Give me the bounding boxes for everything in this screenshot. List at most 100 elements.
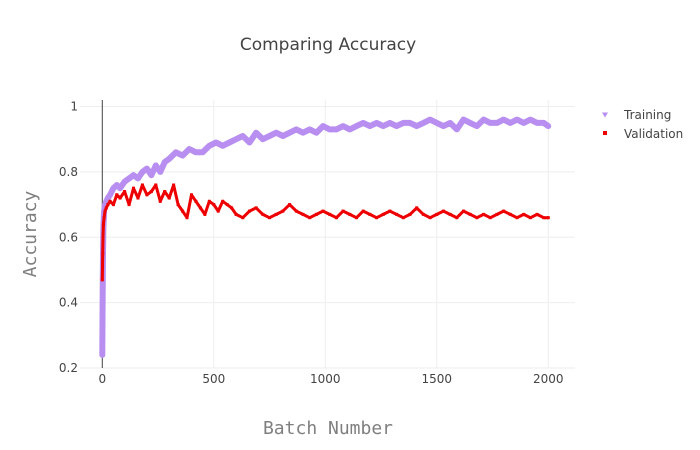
data-point-validation <box>428 216 432 220</box>
data-point-validation <box>225 203 229 207</box>
data-point-training <box>139 169 145 174</box>
data-point-validation <box>341 209 345 213</box>
data-point-validation <box>154 183 158 187</box>
data-point-validation <box>132 186 136 190</box>
data-point-validation <box>415 206 419 210</box>
series-training <box>99 116 552 358</box>
data-point-validation <box>528 216 532 220</box>
data-point-validation <box>294 209 298 213</box>
legend-label-validation: Validation <box>624 127 683 141</box>
data-point-training <box>180 153 186 158</box>
data-point-training <box>246 139 252 145</box>
data-point-training <box>100 316 106 321</box>
data-point-training <box>360 120 366 125</box>
data-point-validation <box>488 216 492 220</box>
data-point-training <box>514 117 520 122</box>
y-axis-title: Accuracy <box>20 190 41 277</box>
data-point-validation <box>167 196 171 200</box>
data-point-validation <box>158 199 162 203</box>
data-point-validation <box>462 209 466 213</box>
data-point-training <box>273 130 279 135</box>
legend-marker-training <box>602 112 608 118</box>
data-point-validation <box>522 212 526 216</box>
data-point-training <box>407 120 413 125</box>
x-tick-label: 0 <box>98 372 106 386</box>
y-tick-label: 1 <box>70 100 78 114</box>
data-point-training <box>481 117 487 122</box>
data-point-validation <box>482 212 486 216</box>
data-point-training <box>110 185 116 191</box>
data-point-validation <box>140 183 144 187</box>
data-point-training <box>107 192 113 197</box>
data-point-validation <box>101 235 105 239</box>
data-point-validation <box>198 206 202 210</box>
data-point-validation <box>455 216 459 220</box>
data-point-validation <box>123 190 127 194</box>
data-point-validation <box>546 216 550 220</box>
data-point-validation <box>194 199 198 203</box>
data-point-validation <box>475 216 479 220</box>
legend-item-validation[interactable]: Validation <box>603 127 683 141</box>
data-point-validation <box>515 216 519 220</box>
data-point-training <box>233 136 239 142</box>
y-tick-label: 0.4 <box>59 296 78 310</box>
legend-item-training[interactable]: Training <box>602 108 671 122</box>
data-point-training <box>534 120 540 125</box>
data-point-validation <box>368 212 372 216</box>
series-validation <box>100 183 550 282</box>
data-point-validation <box>189 193 193 197</box>
y-tick-label: 0.8 <box>59 165 78 179</box>
data-point-training <box>300 130 306 135</box>
data-point-training <box>340 123 346 129</box>
data-point-training <box>414 123 420 129</box>
data-point-validation <box>508 212 512 216</box>
data-point-validation <box>281 209 285 213</box>
data-point-validation <box>136 196 140 200</box>
x-tick-label: 1500 <box>421 372 452 386</box>
data-point-validation <box>328 212 332 216</box>
data-point-validation <box>149 190 153 194</box>
data-point-training <box>287 130 293 135</box>
legend[interactable]: Training Validation <box>602 108 683 141</box>
data-point-validation <box>502 209 506 213</box>
data-point-validation <box>261 212 265 216</box>
data-point-training <box>240 133 246 138</box>
data-point-training <box>374 120 380 125</box>
data-point-training <box>521 120 527 125</box>
data-point-training <box>487 120 493 125</box>
data-point-validation <box>230 206 234 210</box>
data-point-training <box>320 123 326 129</box>
data-point-training <box>166 156 172 161</box>
data-point-training <box>454 126 460 132</box>
data-point-training <box>467 120 473 125</box>
x-tick-label: 1000 <box>310 372 341 386</box>
y-tick-label: 0.6 <box>59 230 78 244</box>
data-point-validation <box>172 183 176 187</box>
data-point-validation <box>395 212 399 216</box>
data-point-training <box>367 123 373 129</box>
data-point-validation <box>254 206 258 210</box>
data-point-validation <box>101 252 105 256</box>
data-point-validation <box>104 206 108 210</box>
data-point-training <box>494 120 500 125</box>
data-point-validation <box>435 212 439 216</box>
data-point-training <box>545 123 551 129</box>
legend-label-training: Training <box>623 108 671 122</box>
y-axis-ticks: 0.2 0.4 0.6 0.8 1 <box>59 100 78 375</box>
data-point-training <box>447 120 453 125</box>
data-point-validation <box>212 203 216 207</box>
data-point-training <box>126 175 132 181</box>
data-point-training <box>173 149 179 155</box>
data-point-validation <box>321 209 325 213</box>
data-point-training <box>206 143 212 148</box>
data-point-validation <box>401 216 405 220</box>
data-point-training <box>105 195 111 201</box>
data-point-training <box>420 120 426 125</box>
data-point-validation <box>108 199 112 203</box>
data-point-training <box>148 172 154 178</box>
data-point-validation <box>388 209 392 213</box>
data-point-training <box>313 130 319 135</box>
data-point-validation <box>111 203 115 207</box>
data-point-training <box>380 123 386 129</box>
data-point-training <box>527 117 533 122</box>
